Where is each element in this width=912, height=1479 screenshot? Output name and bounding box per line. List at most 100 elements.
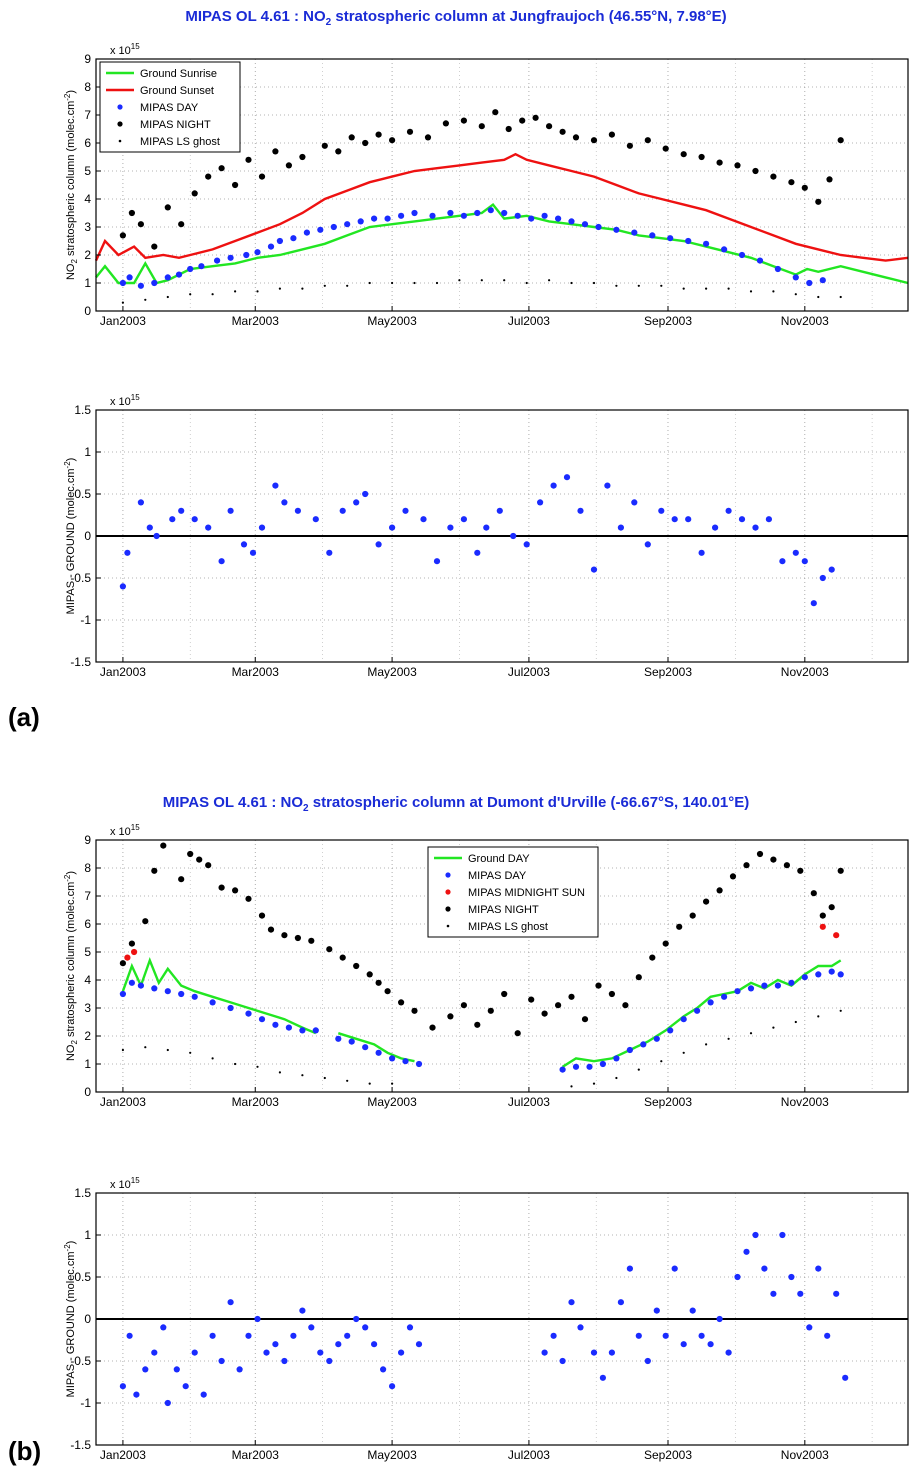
data-point — [187, 850, 194, 858]
y-tick-label: 1 — [84, 445, 91, 459]
y-tick-label: 3 — [84, 220, 91, 234]
data-point — [142, 1366, 149, 1373]
data-point — [523, 541, 530, 548]
data-point — [752, 524, 759, 531]
legend-label: MIPAS NIGHT — [468, 904, 539, 916]
data-point — [828, 968, 835, 975]
data-point — [801, 184, 808, 191]
data-point — [398, 999, 405, 1006]
data-point — [581, 221, 589, 228]
data-point — [178, 990, 185, 998]
legend-box — [427, 846, 599, 938]
x-tick-label: Jul2003 — [508, 1095, 550, 1109]
data-point — [285, 1024, 292, 1031]
y-tick-label: -1.5 — [70, 655, 91, 669]
data-point — [119, 279, 126, 287]
ghost-point — [458, 279, 461, 282]
data-point — [599, 1374, 607, 1381]
y-tick-label: 0 — [84, 304, 91, 318]
axis-multiplier: x 1015 — [110, 393, 140, 408]
data-point — [541, 212, 548, 219]
legend-swatch — [445, 889, 451, 895]
data-point — [563, 474, 571, 481]
data-point — [119, 990, 126, 998]
data-point — [285, 162, 292, 169]
data-point — [227, 1004, 234, 1012]
data-point — [398, 212, 405, 219]
data-point — [312, 516, 319, 523]
data-point — [671, 516, 678, 523]
title-a-sub: 2 — [325, 17, 332, 28]
data-point — [559, 128, 566, 135]
data-point — [792, 549, 799, 556]
data-point — [218, 884, 225, 891]
x-tick-label: Jan2003 — [100, 665, 146, 679]
data-point — [227, 254, 234, 261]
y-tick-label: 2 — [84, 248, 91, 262]
ghost-point — [189, 1051, 192, 1054]
data-point — [151, 243, 158, 250]
data-point — [447, 209, 454, 217]
data-point — [249, 549, 257, 556]
y-tick-label: 1.5 — [74, 1186, 91, 1200]
ghost-point — [435, 281, 439, 285]
data-point — [326, 1357, 333, 1365]
data-point — [483, 524, 490, 531]
data-point — [133, 1391, 140, 1398]
data-point — [617, 524, 625, 531]
data-point — [389, 137, 396, 144]
y-tick-label: 0.5 — [74, 487, 91, 501]
data-point — [460, 1002, 467, 1009]
data-point — [353, 1315, 360, 1323]
legend-swatch — [117, 104, 123, 110]
x-tick-label: Jul2003 — [508, 314, 550, 328]
data-point — [164, 204, 171, 211]
data-point — [371, 215, 378, 222]
legend-box — [99, 61, 241, 153]
data-point — [191, 516, 198, 523]
legend-label: Ground DAY — [468, 853, 530, 865]
data-point — [263, 1349, 270, 1356]
data-point — [119, 960, 126, 967]
x-tick-label: May2003 — [367, 665, 417, 679]
data-point — [725, 1349, 732, 1356]
ghost-point — [592, 281, 596, 285]
ghost-point — [570, 1085, 573, 1088]
data-point — [294, 507, 301, 514]
data-point — [460, 117, 467, 124]
data-point — [581, 1016, 589, 1023]
data-point — [833, 932, 840, 939]
y-tick-label: 6 — [84, 917, 91, 931]
axis-multiplier: x 1015 — [110, 1176, 140, 1191]
data-point — [635, 974, 642, 981]
x-tick-label: Mar2003 — [232, 1095, 280, 1109]
legend-label: MIPAS MIDNIGHT SUN — [468, 887, 585, 899]
data-point — [131, 948, 138, 956]
data-point — [595, 223, 602, 231]
data-point — [765, 516, 773, 523]
axis-multiplier: x 1015 — [110, 823, 140, 838]
data-point — [353, 499, 360, 506]
data-point — [384, 988, 391, 995]
data-point — [608, 1349, 616, 1356]
data-point — [505, 125, 512, 133]
y-tick-label: 8 — [84, 80, 91, 94]
data-point — [810, 890, 817, 897]
axis-multiplier: x 1015 — [110, 42, 140, 57]
data-point — [770, 1290, 777, 1297]
data-point — [232, 887, 239, 894]
data-point — [339, 954, 346, 961]
data-point — [806, 279, 813, 287]
data-point — [833, 1290, 840, 1297]
data-point — [146, 524, 153, 531]
data-point — [608, 131, 616, 138]
data-point — [243, 251, 250, 259]
ghost-point — [480, 279, 483, 282]
ghost-point — [346, 1079, 349, 1082]
data-point — [721, 246, 728, 253]
data-point — [568, 993, 575, 1000]
legend-swatch — [117, 121, 123, 127]
data-point — [411, 209, 418, 217]
data-point — [819, 923, 826, 930]
